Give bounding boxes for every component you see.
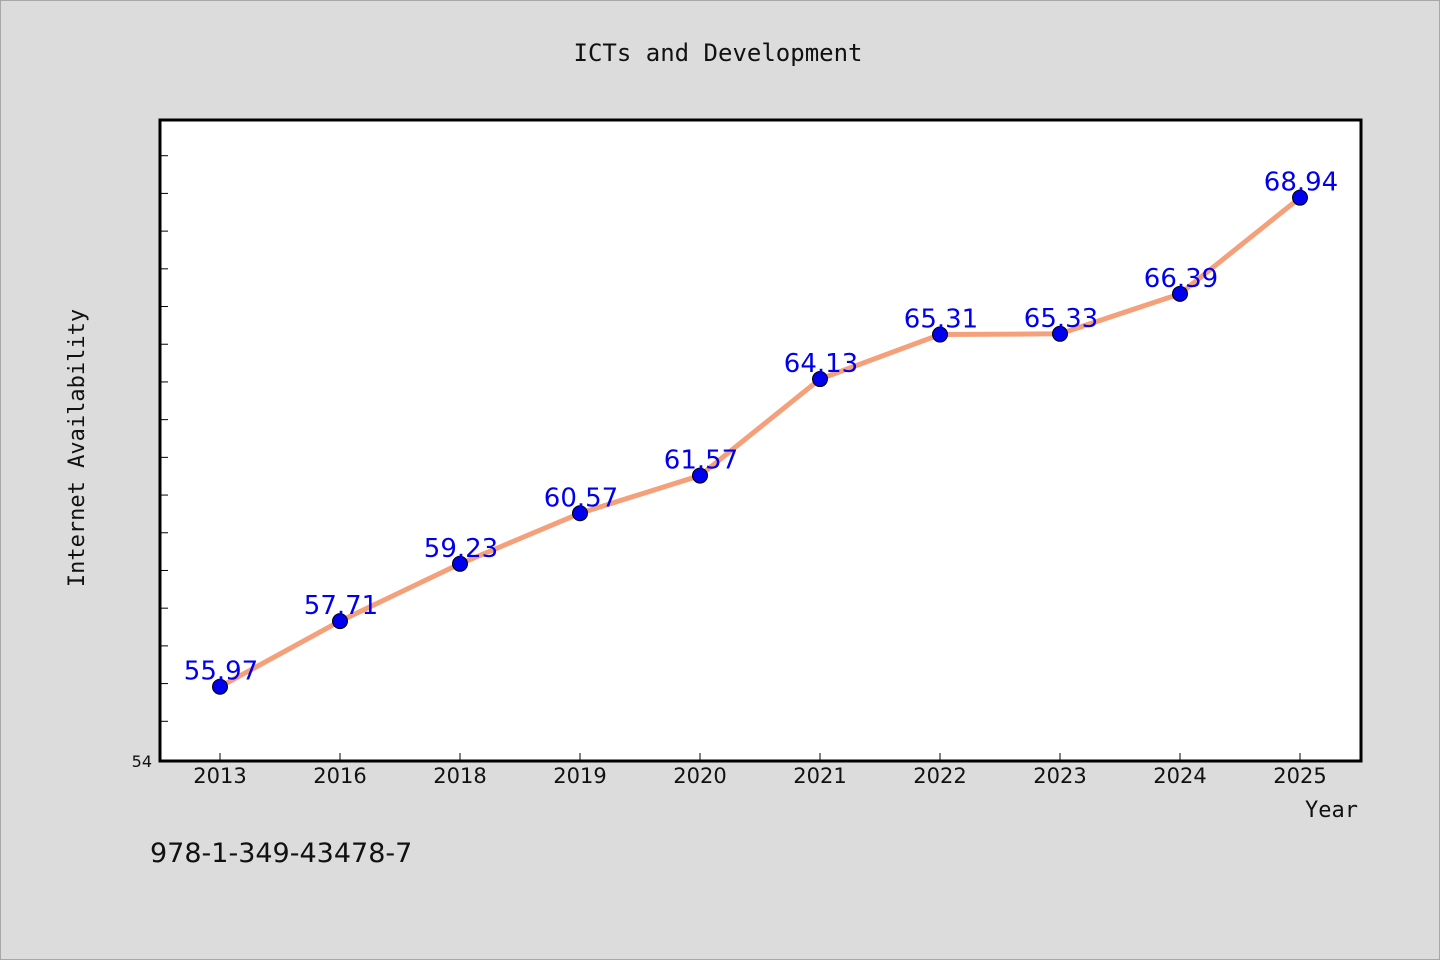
data-label: 68.94 <box>1264 168 1338 198</box>
data-point <box>212 678 228 695</box>
x-tick-label: 2013 <box>193 764 246 788</box>
data-point <box>932 326 948 343</box>
data-label: 65.31 <box>904 305 978 335</box>
data-label: 61.57 <box>664 446 738 476</box>
x-tick-label: 2024 <box>1153 764 1206 788</box>
data-point <box>1172 285 1188 302</box>
y-tick-label: 54 <box>132 752 152 771</box>
data-label: 60.57 <box>544 483 618 513</box>
chart-title: ICTs and Development <box>574 39 863 67</box>
y-axis-label: Internet Availability <box>65 309 90 587</box>
data-label: 66.39 <box>1144 264 1218 294</box>
x-tick-label: 2018 <box>433 764 486 788</box>
isbn-text: 978-1-349-43478-7 <box>150 838 412 869</box>
series-layer: 55.97 57.71 59.23 60.57 61.57 64.13 65.31 65.33… <box>184 168 1338 695</box>
x-tick-label: 2022 <box>913 764 966 788</box>
data-label: 55.97 <box>184 657 258 687</box>
x-axis-label: Year <box>1305 798 1358 823</box>
data-label: 59.23 <box>424 534 498 564</box>
series-line <box>217 195 1303 690</box>
plot-area <box>158 118 1363 763</box>
data-point <box>1052 325 1068 342</box>
data-point <box>572 505 588 522</box>
x-tick-label: 2025 <box>1273 764 1326 788</box>
x-axis-ticks: 2013 2016 2018 2019 2020 2021 2022 2023 2024 2025 <box>193 753 1327 788</box>
x-tick-label: 2016 <box>313 764 366 788</box>
x-tick-label: 2020 <box>673 764 726 788</box>
data-point <box>1292 189 1308 206</box>
data-point <box>812 371 828 388</box>
x-tick-label: 2021 <box>793 764 846 788</box>
y-axis-ticks: 54 <box>132 155 168 771</box>
data-label: 65.33 <box>1024 304 1098 334</box>
data-point <box>452 555 468 572</box>
data-point <box>692 467 708 484</box>
data-label: 57.71 <box>304 591 378 621</box>
data-label: 64.13 <box>784 349 858 379</box>
x-tick-label: 2019 <box>553 764 606 788</box>
x-tick-label: 2023 <box>1033 764 1086 788</box>
data-point <box>332 613 348 630</box>
